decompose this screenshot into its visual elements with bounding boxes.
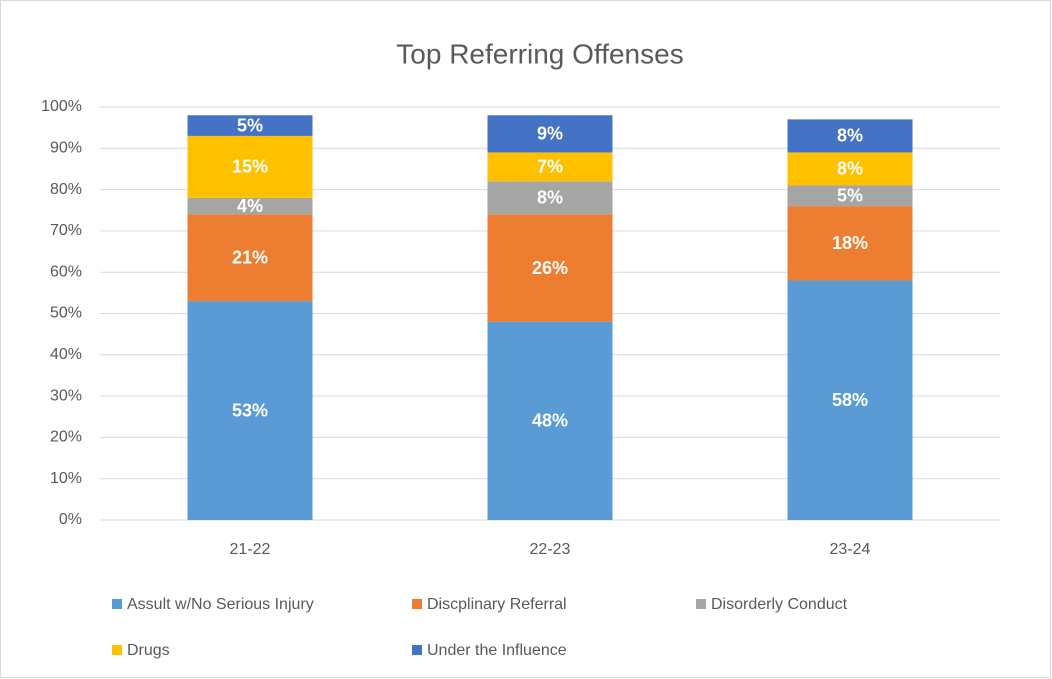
data-label: 7% [537, 157, 563, 177]
legend-swatch [112, 599, 122, 609]
bar-segment [787, 152, 913, 186]
data-label: 8% [837, 126, 863, 146]
x-tick-label: 21-22 [230, 541, 271, 558]
y-tick-label: 70% [50, 222, 82, 239]
legend-swatch [412, 599, 422, 609]
legend-swatch [696, 599, 706, 609]
y-tick-label: 90% [50, 140, 82, 157]
bar-segment [787, 185, 913, 207]
bar-segment [487, 181, 613, 215]
data-label: 4% [237, 196, 263, 216]
bar-segment [487, 321, 613, 520]
y-tick-label: 0% [59, 511, 82, 528]
data-label: 26% [532, 258, 568, 278]
data-label: 5% [237, 115, 263, 135]
legend-swatch [412, 645, 422, 655]
y-tick-label: 20% [50, 429, 82, 446]
y-tick-label: 60% [50, 263, 82, 280]
data-label: 21% [232, 247, 268, 267]
bar-segment [187, 135, 313, 198]
data-label: 53% [232, 400, 268, 420]
x-tick-label: 22-23 [530, 541, 571, 558]
data-label: 15% [232, 157, 268, 177]
y-tick-label: 10% [50, 470, 82, 487]
bar-segment [487, 214, 613, 322]
legend-label: Drugs [127, 642, 170, 659]
bar-segment [487, 115, 613, 153]
data-label: 9% [537, 124, 563, 144]
y-tick-label: 50% [50, 305, 82, 322]
data-label: 18% [832, 233, 868, 253]
bar-segment [187, 301, 313, 520]
bar-segment [187, 197, 313, 215]
legend-label: Discplinary Referral [427, 596, 567, 613]
bar-segment [787, 206, 913, 281]
data-label: 8% [537, 188, 563, 208]
data-label: 8% [837, 159, 863, 179]
bar-segment [187, 115, 313, 136]
bar-segment [487, 152, 613, 182]
y-tick-label: 80% [50, 181, 82, 198]
bar-segment [787, 119, 913, 153]
bar-segment [187, 214, 313, 302]
data-label: 48% [532, 411, 568, 431]
legend-label: Disorderly Conduct [711, 596, 848, 613]
chart-title: Top Referring Offenses [396, 38, 683, 69]
legend-swatch [112, 645, 122, 655]
y-tick-label: 30% [50, 387, 82, 404]
y-tick-label: 40% [50, 346, 82, 363]
legend-label: Assult w/No Serious Injury [127, 596, 314, 613]
data-label: 58% [832, 390, 868, 410]
x-tick-label: 23-24 [830, 541, 871, 558]
legend-label: Under the Influence [427, 642, 567, 659]
bar-segment [787, 280, 913, 520]
data-label: 5% [837, 186, 863, 206]
y-tick-label: 100% [41, 98, 82, 115]
